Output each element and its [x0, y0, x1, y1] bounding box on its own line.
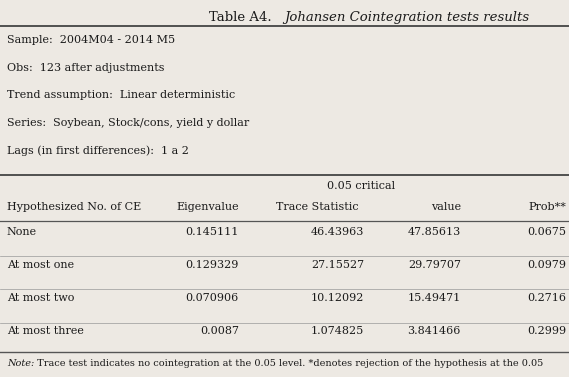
Text: 0.0979: 0.0979	[527, 260, 566, 270]
Text: Table A4.: Table A4.	[209, 11, 284, 23]
Text: 0.2716: 0.2716	[527, 293, 566, 303]
Text: Note:: Note:	[7, 359, 34, 368]
Text: 3.841466: 3.841466	[407, 326, 461, 337]
Text: Trace test indicates no cointegration at the 0.05 level. *denotes rejection of t: Trace test indicates no cointegration at…	[34, 359, 543, 368]
Text: Series:  Soybean, Stock/cons, yield y dollar: Series: Soybean, Stock/cons, yield y dol…	[7, 118, 249, 128]
Text: Lags (in first differences):  1 a 2: Lags (in first differences): 1 a 2	[7, 145, 189, 156]
Text: 0.05 critical: 0.05 critical	[327, 181, 395, 191]
Text: At most two: At most two	[7, 293, 74, 303]
Text: 15.49471: 15.49471	[407, 293, 461, 303]
Text: 27.15527: 27.15527	[311, 260, 364, 270]
Text: Johansen Cointegration tests results: Johansen Cointegration tests results	[284, 11, 530, 23]
Text: value: value	[431, 202, 461, 212]
Text: 29.79707: 29.79707	[408, 260, 461, 270]
Text: 47.85613: 47.85613	[407, 227, 461, 237]
Text: Eigenvalue: Eigenvalue	[176, 202, 239, 212]
Text: Hypothesized No. of CE: Hypothesized No. of CE	[7, 202, 141, 212]
Text: 0.129329: 0.129329	[185, 260, 239, 270]
Text: At most one: At most one	[7, 260, 74, 270]
Text: Prob**: Prob**	[528, 202, 566, 212]
Text: 0.0087: 0.0087	[200, 326, 239, 337]
Text: 1.074825: 1.074825	[311, 326, 364, 337]
Text: Obs:  123 after adjustments: Obs: 123 after adjustments	[7, 63, 164, 73]
Text: 46.43963: 46.43963	[311, 227, 364, 237]
Text: 0.2999: 0.2999	[527, 326, 566, 337]
Text: 10.12092: 10.12092	[311, 293, 364, 303]
Text: Trace Statistic: Trace Statistic	[276, 202, 358, 212]
Text: 0.070906: 0.070906	[185, 293, 239, 303]
Text: 0.0675: 0.0675	[527, 227, 566, 237]
Text: None: None	[7, 227, 37, 237]
Text: At most three: At most three	[7, 326, 84, 337]
Text: Trend assumption:  Linear deterministic: Trend assumption: Linear deterministic	[7, 90, 235, 100]
Text: 0.145111: 0.145111	[185, 227, 239, 237]
Text: Sample:  2004M04 - 2014 M5: Sample: 2004M04 - 2014 M5	[7, 35, 175, 45]
